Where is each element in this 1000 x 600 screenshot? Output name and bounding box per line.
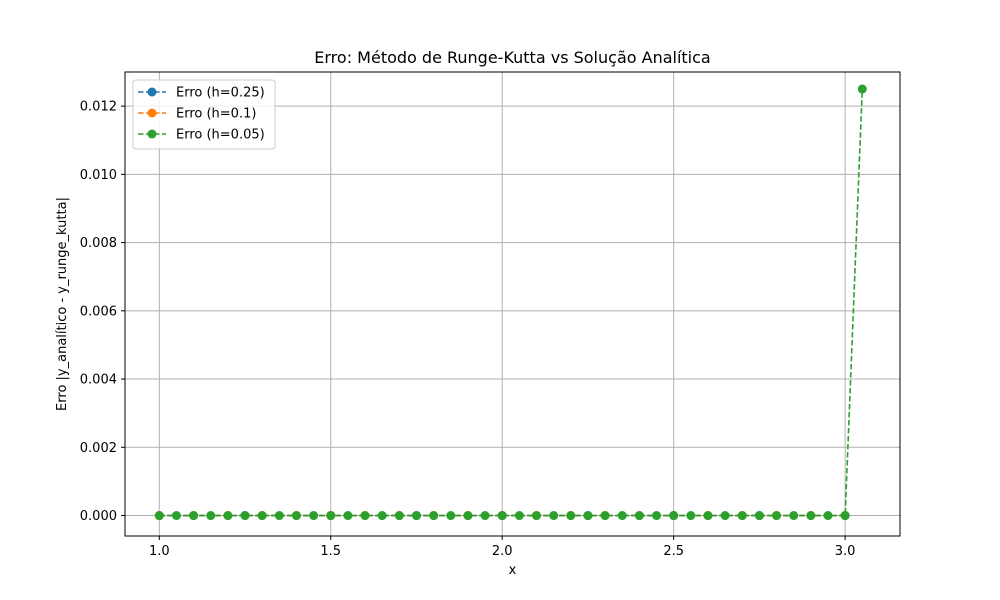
data-point bbox=[257, 511, 267, 521]
data-point bbox=[840, 511, 850, 521]
data-point bbox=[823, 511, 833, 521]
y-tick-label: 0.010 bbox=[80, 168, 117, 183]
x-tick-label: 3.0 bbox=[835, 544, 856, 559]
data-point bbox=[857, 84, 867, 94]
data-point bbox=[291, 511, 301, 521]
y-tick-label: 0.008 bbox=[80, 236, 117, 251]
data-point bbox=[343, 511, 353, 521]
data-point bbox=[240, 511, 250, 521]
legend-item: Erro (h=0.05) bbox=[138, 128, 265, 143]
y-tick-label: 0.012 bbox=[80, 100, 117, 115]
series-3 bbox=[154, 84, 867, 521]
x-tick-label: 2.5 bbox=[663, 544, 684, 559]
data-point bbox=[583, 511, 593, 521]
data-point bbox=[309, 511, 319, 521]
data-point bbox=[189, 511, 199, 521]
data-point bbox=[772, 511, 782, 521]
x-axis-label: x bbox=[509, 563, 517, 578]
legend-marker bbox=[147, 129, 157, 139]
data-point bbox=[206, 511, 216, 521]
data-point bbox=[754, 511, 764, 521]
data-point bbox=[549, 511, 559, 521]
legend-label: Erro (h=0.25) bbox=[176, 86, 265, 101]
data-point bbox=[446, 511, 456, 521]
plot-frame bbox=[124, 71, 901, 537]
legend-marker bbox=[147, 108, 157, 118]
data-point bbox=[429, 511, 439, 521]
data-point bbox=[652, 511, 662, 521]
data-point bbox=[326, 511, 336, 521]
legend-label: Erro (h=0.1) bbox=[176, 107, 256, 122]
data-point bbox=[360, 511, 370, 521]
y-tick-label: 0.002 bbox=[80, 441, 117, 456]
x-tick-label: 1.5 bbox=[320, 544, 341, 559]
legend-marker bbox=[147, 87, 157, 97]
x-tick-label: 2.0 bbox=[492, 544, 513, 559]
data-point bbox=[669, 511, 679, 521]
data-point bbox=[377, 511, 387, 521]
data-point bbox=[703, 511, 713, 521]
data-point bbox=[171, 511, 181, 521]
data-point bbox=[806, 511, 816, 521]
x-tick-label: 1.0 bbox=[149, 544, 170, 559]
legend-item: Erro (h=0.25) bbox=[138, 86, 265, 101]
y-tick-label: 0.006 bbox=[80, 304, 117, 319]
y-tick-label: 0.004 bbox=[80, 373, 117, 388]
grid bbox=[125, 72, 900, 536]
data-point bbox=[720, 511, 730, 521]
data-point bbox=[411, 511, 421, 521]
data-point bbox=[480, 511, 490, 521]
chart-title: Erro: Método de Runge-Kutta vs Solução A… bbox=[314, 48, 710, 67]
legend-box bbox=[132, 79, 276, 150]
data-point bbox=[274, 511, 284, 521]
data-point bbox=[532, 511, 542, 521]
data-point bbox=[617, 511, 627, 521]
data-point bbox=[223, 511, 233, 521]
ticks: 1.0 1.5 2.0 2.5 3.0 0.000 0.002 0.004 0.006 0.008… bbox=[80, 100, 856, 559]
data-point bbox=[566, 511, 576, 521]
data-point bbox=[789, 511, 799, 521]
legend-label: Erro (h=0.05) bbox=[176, 128, 265, 143]
series-layer bbox=[154, 84, 867, 521]
data-point bbox=[737, 511, 747, 521]
data-point bbox=[497, 511, 507, 521]
data-point bbox=[514, 511, 524, 521]
legend-item: Erro (h=0.1) bbox=[138, 107, 256, 122]
data-point bbox=[394, 511, 404, 521]
y-axis-label: Erro |y_analítico - y_runge_kutta| bbox=[55, 197, 70, 411]
data-point bbox=[634, 511, 644, 521]
data-point bbox=[686, 511, 696, 521]
y-tick-label: 0.000 bbox=[80, 509, 117, 524]
data-point bbox=[600, 511, 610, 521]
data-point bbox=[463, 511, 473, 521]
data-point bbox=[154, 511, 164, 521]
legend: Erro (h=0.25) Erro (h=0.1) Erro (h=0.05) bbox=[132, 79, 276, 150]
